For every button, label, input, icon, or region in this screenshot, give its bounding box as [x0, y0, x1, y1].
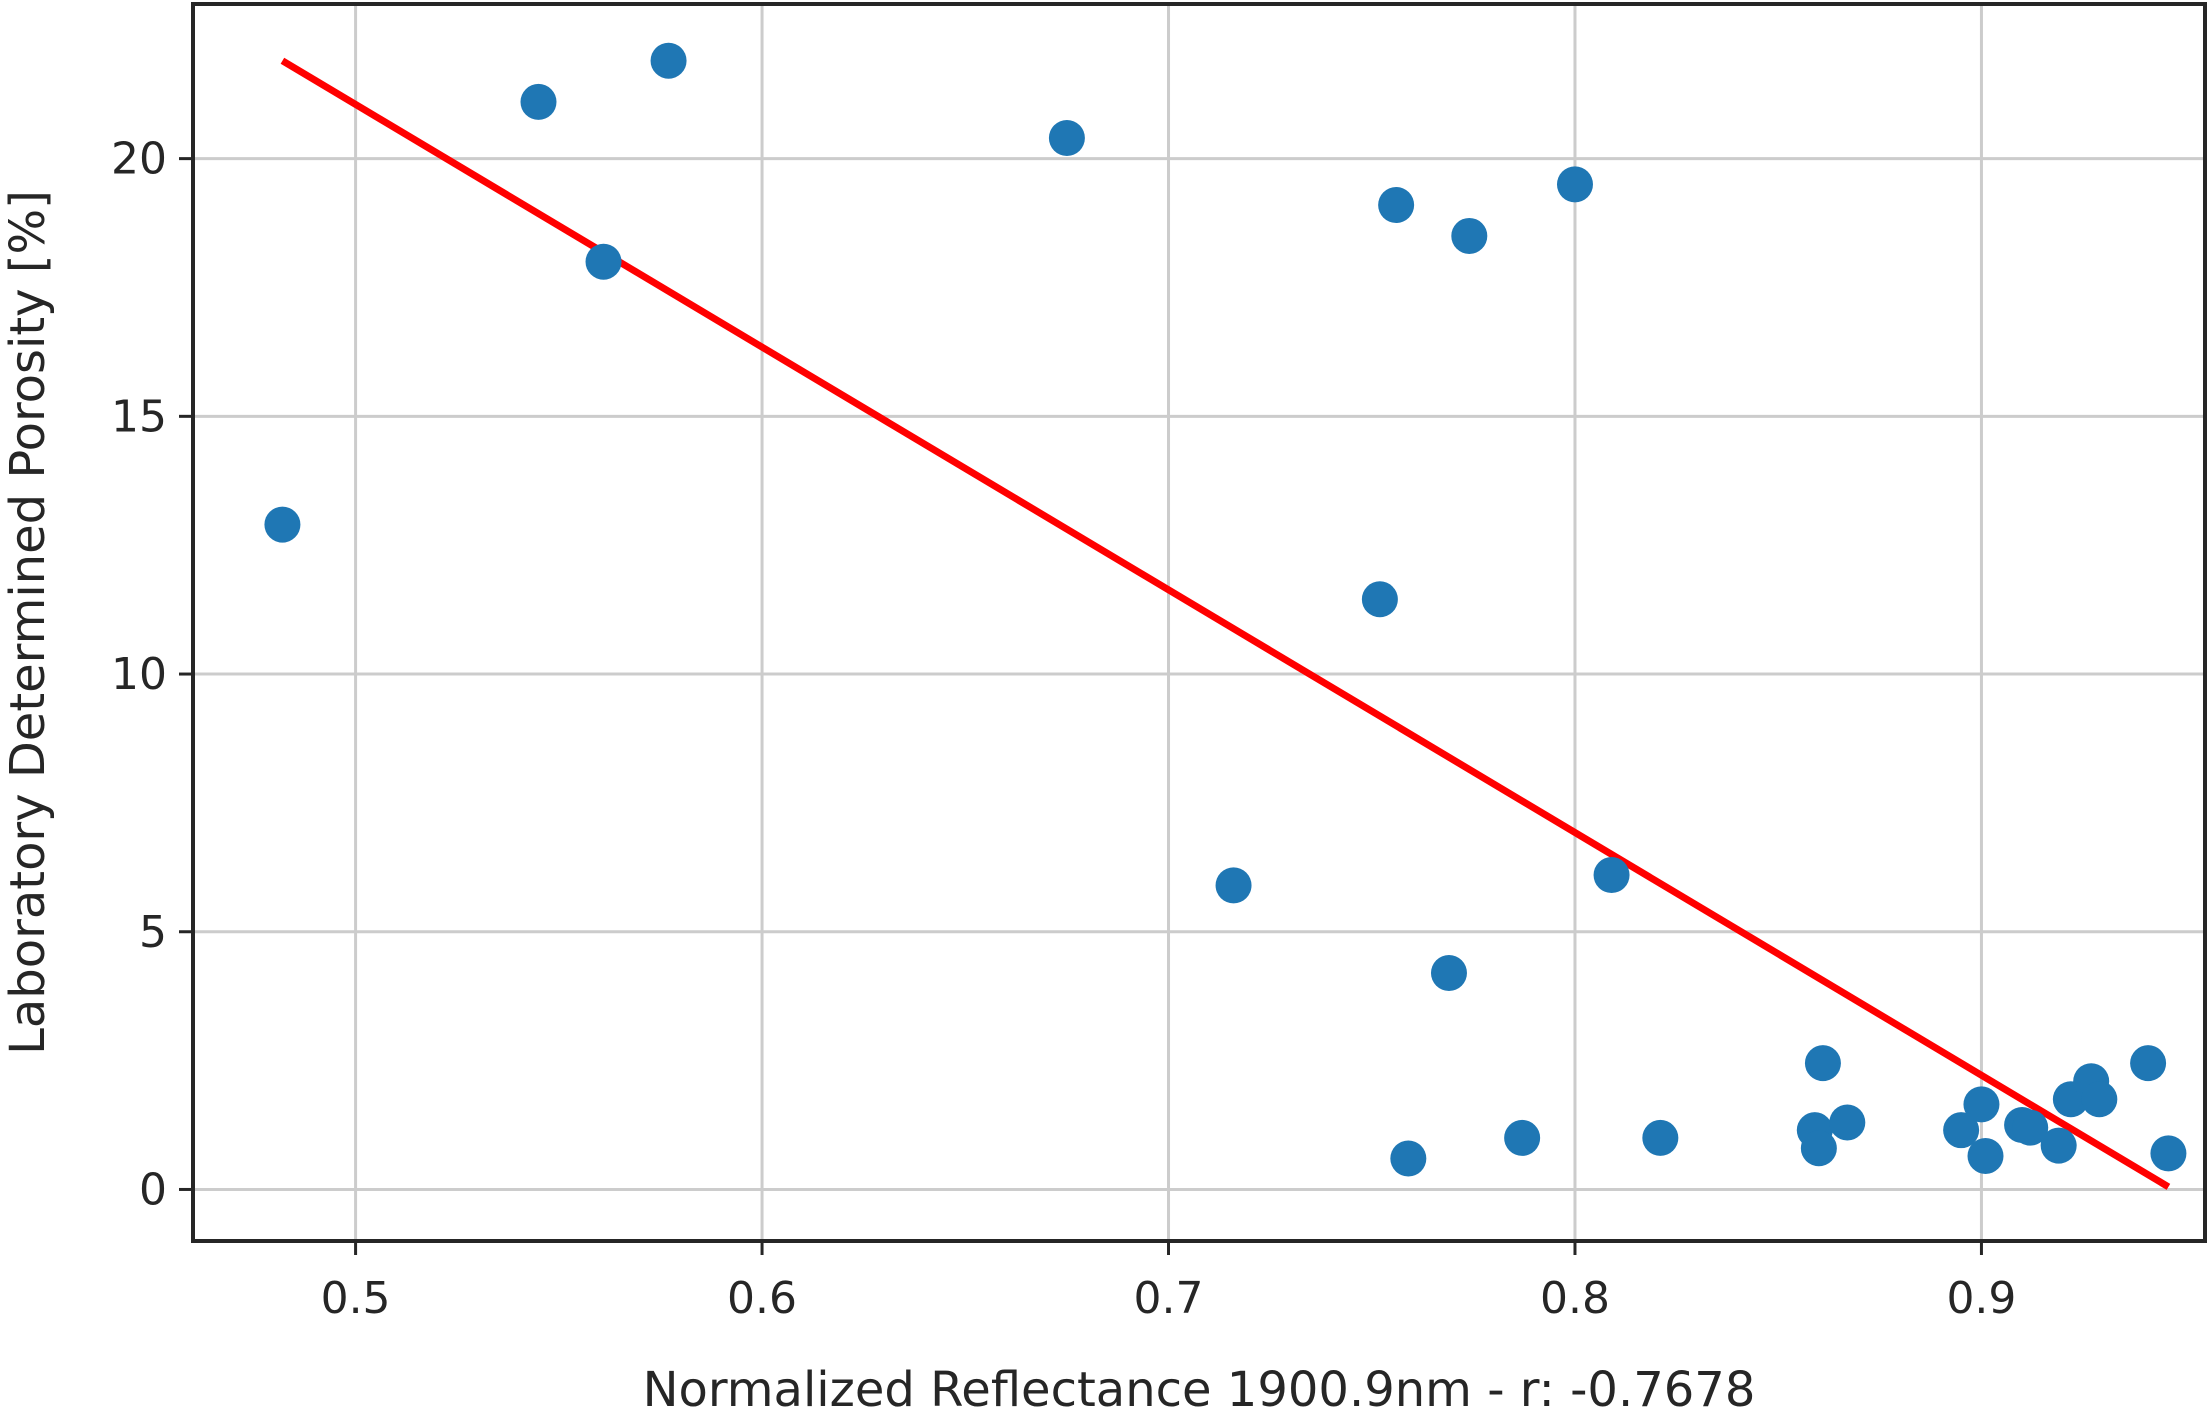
- y-tick-label: 15: [111, 391, 167, 442]
- data-point: [1390, 1140, 1427, 1177]
- data-point: [1967, 1137, 2004, 1174]
- x-tick-label: 0.7: [1134, 1273, 1204, 1324]
- data-point: [1430, 954, 1467, 991]
- data-point: [1378, 187, 1415, 224]
- data-point: [1804, 1045, 1841, 1082]
- data-point: [2150, 1135, 2187, 1172]
- data-point: [1800, 1130, 1837, 1167]
- data-point: [1504, 1119, 1541, 1156]
- data-point: [1451, 217, 1488, 254]
- data-point: [1215, 867, 1252, 904]
- data-point: [1048, 120, 1085, 157]
- x-tick-label: 0.6: [727, 1273, 797, 1324]
- x-tick-label: 0.8: [1540, 1273, 1610, 1324]
- x-tick-label: 0.5: [321, 1273, 391, 1324]
- data-point: [520, 83, 557, 120]
- y-tick-label: 5: [139, 907, 167, 958]
- data-point: [585, 243, 622, 280]
- y-tick-label: 20: [111, 134, 167, 185]
- data-point: [1556, 166, 1593, 203]
- data-point: [2040, 1127, 2077, 1164]
- data-point: [1829, 1104, 1866, 1141]
- data-point: [650, 42, 687, 79]
- data-point: [1963, 1086, 2000, 1123]
- data-point: [1943, 1112, 1980, 1149]
- data-point: [1361, 581, 1398, 618]
- data-point: [1642, 1119, 1679, 1156]
- y-tick-label: 0: [139, 1164, 167, 1215]
- plot-frame: [191, 2, 2207, 1243]
- x-tick-label: 0.9: [1946, 1273, 2016, 1324]
- data-point: [1593, 857, 1630, 894]
- x-axis-ticks: 0.5 0.6 0.7 0.8 0.9: [321, 1241, 2016, 1324]
- y-tick-label: 10: [111, 649, 167, 700]
- x-axis-label: Normalized Reflectance 1900.9nm - r: -0.…: [643, 1362, 1756, 1418]
- y-axis-label: Laboratory Determined Porosity [%]: [0, 190, 56, 1055]
- data-point: [2012, 1109, 2049, 1146]
- grid-lines: [193, 4, 2205, 1241]
- y-axis-ticks: 0 5 10 15 20: [111, 134, 193, 1215]
- data-points: [264, 42, 2187, 1177]
- data-point: [264, 506, 301, 543]
- data-point: [2081, 1081, 2118, 1118]
- data-point: [2130, 1045, 2167, 1082]
